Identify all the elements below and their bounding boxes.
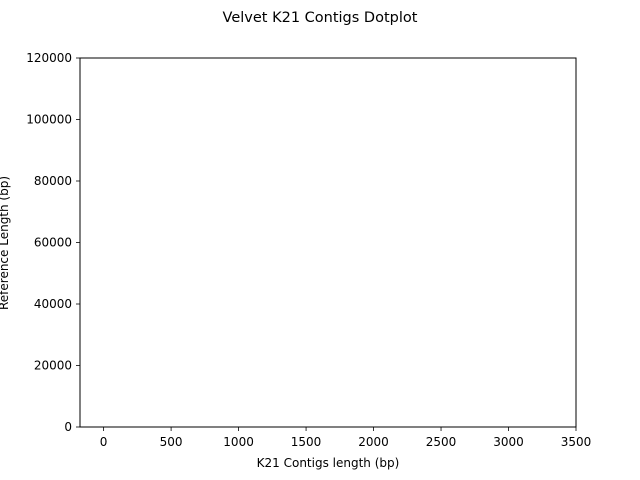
x-tick-label: 3500 bbox=[561, 435, 592, 449]
plot-frame bbox=[79, 57, 577, 428]
y-axis-ticks: 0 20000 40000 60000 80000 100000 120000 bbox=[26, 51, 80, 434]
y-tick-label: 80000 bbox=[34, 174, 72, 188]
x-tick-label: 1500 bbox=[291, 435, 322, 449]
y-tick-label: 100000 bbox=[26, 113, 72, 127]
x-tick-label: 1000 bbox=[223, 435, 254, 449]
y-axis-label: Reference Length (bp) bbox=[0, 176, 11, 310]
chart-title: Velvet K21 Contigs Dotplot bbox=[223, 10, 418, 26]
x-tick-label: 2500 bbox=[426, 435, 457, 449]
x-tick-label: 0 bbox=[100, 435, 108, 449]
x-axis-ticks: 0 500 1000 1500 2000 2500 3000 3500 bbox=[100, 427, 591, 449]
x-tick-label: 2000 bbox=[358, 435, 389, 449]
y-tick-label: 120000 bbox=[26, 51, 72, 65]
y-tick-label: 20000 bbox=[34, 359, 72, 373]
y-tick-label: 40000 bbox=[34, 297, 72, 311]
x-tick-label: 500 bbox=[160, 435, 183, 449]
x-axis-label: K21 Contigs length (bp) bbox=[257, 456, 400, 470]
y-tick-label: 60000 bbox=[34, 236, 72, 250]
y-tick-label: 0 bbox=[64, 420, 72, 434]
x-tick-label: 3000 bbox=[493, 435, 524, 449]
plot-area bbox=[79, 57, 577, 428]
